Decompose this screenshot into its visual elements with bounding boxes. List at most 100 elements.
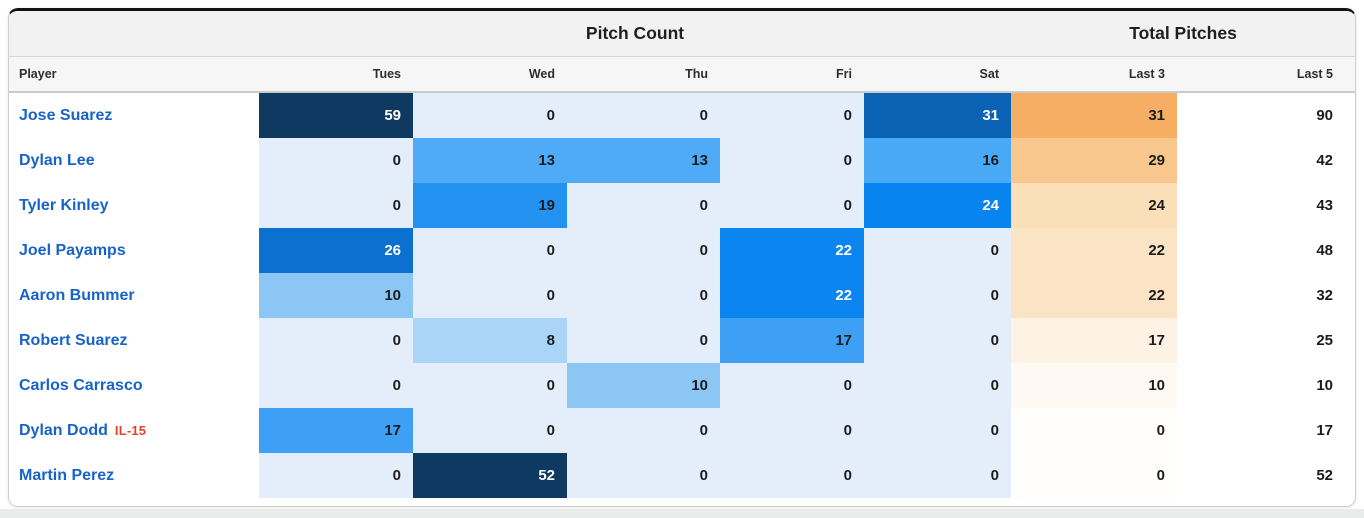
pitch-count-card: Pitch Count Total Pitches Player Tues We… — [8, 8, 1356, 507]
pitch-count-cell: 52 — [413, 453, 567, 498]
table-row: Dylan Dodd IL-15 17 0 0 0 0 0 17 — [9, 408, 1355, 453]
column-header-tues[interactable]: Tues — [372, 67, 401, 81]
last3-cell: 17 — [1011, 318, 1177, 363]
last3-cell: 31 — [1011, 93, 1177, 138]
pitch-count-cell: 59 — [259, 93, 413, 138]
player-cell: Tyler Kinley — [9, 183, 259, 228]
pitch-count-cell: 0 — [259, 318, 413, 363]
player-link[interactable]: Tyler Kinley — [19, 196, 109, 214]
pitch-count-cell: 22 — [720, 273, 864, 318]
last5-cell: 10 — [1177, 363, 1355, 408]
column-header-row: Player Tues Wed Thu Fri Sat Last 3 Last … — [9, 57, 1355, 93]
page-background-strip — [0, 509, 1364, 518]
column-header-sat[interactable]: Sat — [979, 67, 999, 81]
column-header-last5[interactable]: Last 5 — [1296, 67, 1333, 81]
last5-cell: 42 — [1177, 138, 1355, 183]
player-cell: Martin Perez — [9, 453, 259, 498]
pitch-count-cell: 10 — [567, 363, 720, 408]
last5-cell: 25 — [1177, 318, 1355, 363]
pitch-count-cell: 19 — [413, 183, 567, 228]
pitch-count-cell: 0 — [864, 228, 1011, 273]
player-cell: Dylan Dodd IL-15 — [9, 408, 259, 453]
pitch-count-cell: 26 — [259, 228, 413, 273]
player-cell: Carlos Carrasco — [9, 363, 259, 408]
pitch-count-cell: 0 — [864, 453, 1011, 498]
last5-cell: 17 — [1177, 408, 1355, 453]
player-cell: Dylan Lee — [9, 138, 259, 183]
pitch-count-cell: 31 — [864, 93, 1011, 138]
column-header-wed[interactable]: Wed — [528, 67, 555, 81]
player-link[interactable]: Martin Perez — [19, 466, 115, 484]
player-link[interactable]: Dylan Dodd — [19, 421, 108, 439]
last5-cell: 52 — [1177, 453, 1355, 498]
player-link[interactable]: Joel Payamps — [19, 241, 126, 259]
player-cell: Jose Suarez — [9, 93, 259, 138]
last3-cell: 24 — [1011, 183, 1177, 228]
pitch-count-cell: 0 — [720, 408, 864, 453]
pitch-count-cell: 13 — [413, 138, 567, 183]
pitch-count-cell: 0 — [259, 363, 413, 408]
pitch-count-cell: 0 — [259, 138, 413, 183]
player-link[interactable]: Robert Suarez — [19, 331, 128, 349]
table-row: Robert Suarez 0 8 0 17 0 17 25 — [9, 318, 1355, 363]
column-header-last3[interactable]: Last 3 — [1128, 67, 1165, 81]
pitch-count-cell: 0 — [413, 273, 567, 318]
last5-cell: 32 — [1177, 273, 1355, 318]
pitch-count-cell: 0 — [413, 93, 567, 138]
player-cell: Aaron Bummer — [9, 273, 259, 318]
pitch-count-cell: 17 — [720, 318, 864, 363]
table-row: Tyler Kinley 0 19 0 0 24 24 43 — [9, 183, 1355, 228]
total-pitches-title: Total Pitches — [1129, 23, 1237, 43]
pitch-count-cell: 0 — [567, 228, 720, 273]
pitch-count-cell: 22 — [720, 228, 864, 273]
player-link[interactable]: Jose Suarez — [19, 106, 113, 124]
group-header-row: Pitch Count Total Pitches — [9, 11, 1355, 57]
pitch-count-cell: 10 — [259, 273, 413, 318]
pitch-count-cell: 0 — [567, 318, 720, 363]
column-header-fri[interactable]: Fri — [836, 67, 852, 81]
last3-cell: 10 — [1011, 363, 1177, 408]
pitch-count-cell: 0 — [413, 363, 567, 408]
column-header-thu[interactable]: Thu — [685, 67, 708, 81]
pitch-count-cell: 24 — [864, 183, 1011, 228]
last3-cell: 22 — [1011, 273, 1177, 318]
pitch-count-cell: 0 — [720, 453, 864, 498]
pitch-count-cell: 13 — [567, 138, 720, 183]
player-link[interactable]: Dylan Lee — [19, 151, 95, 169]
pitch-count-cell: 0 — [720, 138, 864, 183]
pitch-count-cell: 0 — [720, 93, 864, 138]
pitch-count-cell: 0 — [864, 408, 1011, 453]
pitch-count-cell: 0 — [259, 183, 413, 228]
player-link[interactable]: Aaron Bummer — [19, 286, 135, 304]
last3-cell: 29 — [1011, 138, 1177, 183]
pitch-count-cell: 17 — [259, 408, 413, 453]
last5-cell: 43 — [1177, 183, 1355, 228]
table-body: Jose Suarez 59 0 0 0 31 31 90 Dylan Lee 0 13 13 0 16 2… — [9, 93, 1355, 506]
pitch-count-cell: 16 — [864, 138, 1011, 183]
pitch-count-title: Pitch Count — [585, 23, 685, 43]
table-row: Joel Payamps 26 0 0 22 0 22 48 — [9, 228, 1355, 273]
pitch-count-cell: 8 — [413, 318, 567, 363]
player-cell: Robert Suarez — [9, 318, 259, 363]
table-row: Aaron Bummer 10 0 0 22 0 22 32 — [9, 273, 1355, 318]
last3-cell: 0 — [1011, 453, 1177, 498]
last3-cell: 22 — [1011, 228, 1177, 273]
last3-cell: 0 — [1011, 408, 1177, 453]
pitch-count-cell: 0 — [864, 273, 1011, 318]
last5-cell: 90 — [1177, 93, 1355, 138]
pitch-count-cell: 0 — [567, 273, 720, 318]
table-row: Carlos Carrasco 0 0 10 0 0 10 10 — [9, 363, 1355, 408]
table-row: Jose Suarez 59 0 0 0 31 31 90 — [9, 93, 1355, 138]
last5-cell: 48 — [1177, 228, 1355, 273]
pitch-count-cell: 0 — [413, 408, 567, 453]
player-cell: Joel Payamps — [9, 228, 259, 273]
table-row: Dylan Lee 0 13 13 0 16 29 42 — [9, 138, 1355, 183]
pitch-count-cell: 0 — [864, 363, 1011, 408]
column-header-player[interactable]: Player — [19, 67, 57, 81]
player-link[interactable]: Carlos Carrasco — [19, 376, 143, 394]
table-row: Martin Perez 0 52 0 0 0 0 52 — [9, 453, 1355, 498]
pitch-count-cell: 0 — [259, 453, 413, 498]
pitch-count-cell: 0 — [720, 363, 864, 408]
injury-badge: IL-15 — [114, 423, 147, 438]
